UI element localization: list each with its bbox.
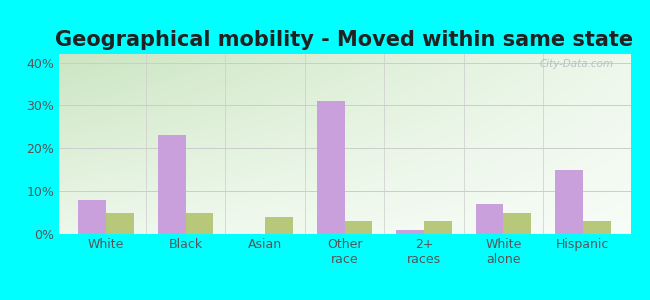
Bar: [265, 217, 293, 234]
Title: Geographical mobility - Moved within same state: Geographical mobility - Moved within sam…: [55, 30, 634, 50]
Bar: [555, 170, 583, 234]
Bar: [158, 135, 186, 234]
Bar: [503, 213, 531, 234]
Text: City-Data.com: City-Data.com: [540, 59, 614, 69]
Bar: [476, 204, 503, 234]
Bar: [583, 221, 610, 234]
Bar: [317, 101, 345, 234]
Bar: [344, 221, 372, 234]
Bar: [79, 200, 106, 234]
Bar: [396, 230, 424, 234]
Bar: [424, 221, 452, 234]
Bar: [106, 213, 134, 234]
Bar: [186, 213, 213, 234]
